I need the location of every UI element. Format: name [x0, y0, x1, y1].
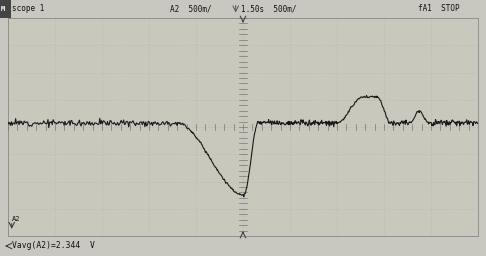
Text: A2: A2: [12, 216, 20, 221]
Text: 1.50s  500m/: 1.50s 500m/: [241, 4, 296, 13]
Text: M: M: [1, 6, 5, 12]
Text: A2  500m/: A2 500m/: [170, 4, 212, 13]
Bar: [0, 0, 11, 18]
Text: fA1  STOP: fA1 STOP: [418, 4, 460, 13]
Text: Vavg(A2)=2.344  V: Vavg(A2)=2.344 V: [12, 241, 95, 251]
Text: scope 1: scope 1: [12, 4, 45, 13]
